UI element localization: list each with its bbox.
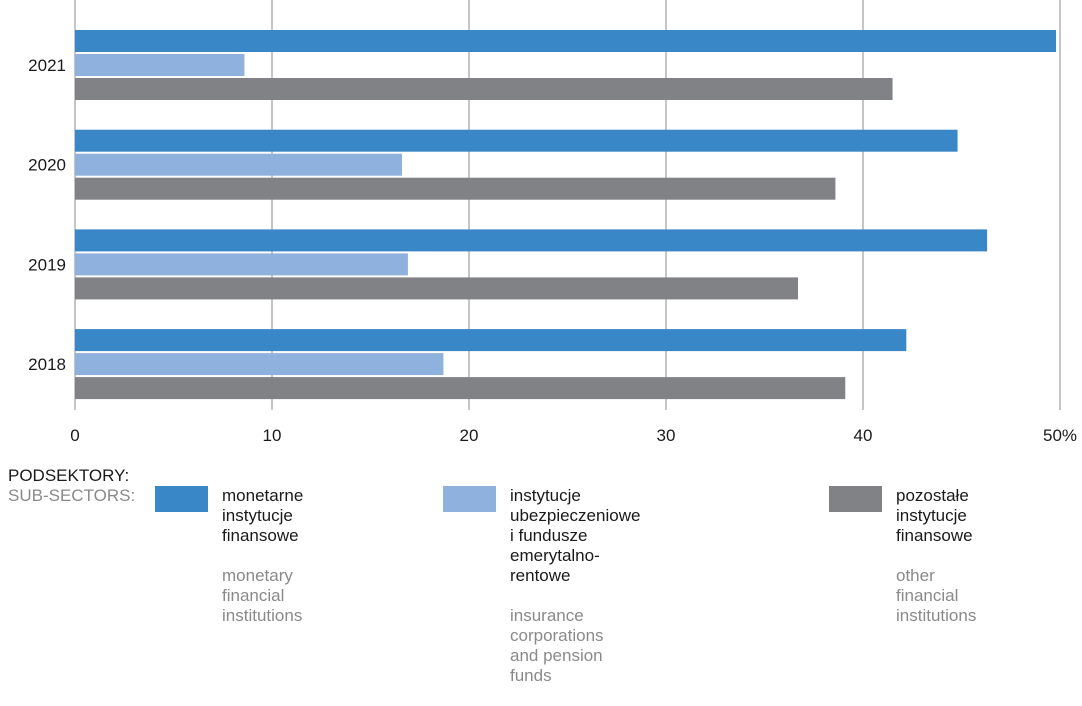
y-category-label: 2018 <box>28 355 66 374</box>
x-tick-label: 50% <box>1043 426 1077 445</box>
y-category-label: 2020 <box>28 156 66 175</box>
legend-label-other-pl: pozostałe instytucje finansowe <box>896 486 973 545</box>
legend-heading: PODSEKTORY: SUB-SECTORS: <box>8 466 135 506</box>
legend-label-mfi-en: monetary financial institutions <box>222 566 303 625</box>
bar <box>75 277 798 300</box>
legend-label-insurance-en: insurance corporations and pension funds <box>510 606 604 685</box>
legend-swatch-mfi <box>155 486 208 512</box>
bar <box>75 30 1057 52</box>
legend-swatch-other <box>829 486 882 512</box>
bar <box>75 353 444 376</box>
legend-label-mfi: monetarne instytucje finansowe monetary … <box>222 466 303 646</box>
legend-heading-pl: PODSEKTORY: <box>8 466 130 485</box>
legend-swatch-insurance <box>443 486 496 512</box>
legend-label-insurance-pl: instytucje ubezpieczeniowe i fundusze em… <box>510 486 641 585</box>
bar <box>75 153 403 176</box>
x-tick-label: 20 <box>460 426 479 445</box>
bar-chart: 0 10 20 30 40 50% 2021 2020 2019 2018 <box>28 0 1077 445</box>
legend: PODSEKTORY: SUB-SECTORS: monetarne insty… <box>0 463 1082 685</box>
legend-label-other-en: other financial institutions <box>896 566 977 625</box>
bar <box>75 78 893 100</box>
bar <box>75 377 846 400</box>
bar <box>75 129 958 152</box>
bar <box>75 54 245 76</box>
legend-label-insurance: instytucje ubezpieczeniowe i fundusze em… <box>510 466 640 706</box>
bar <box>75 177 836 200</box>
bar <box>75 229 988 252</box>
y-category-label: 2019 <box>28 255 66 274</box>
x-tick-label: 40 <box>854 426 873 445</box>
x-tick-label: 0 <box>70 426 79 445</box>
y-category-label: 2021 <box>28 56 66 75</box>
legend-heading-en: SUB-SECTORS: <box>8 486 136 505</box>
x-tick-label: 30 <box>657 426 676 445</box>
legend-label-other: pozostałe instytucje finansowe other fin… <box>896 466 976 646</box>
bar <box>75 329 907 352</box>
legend-label-mfi-pl: monetarne instytucje finansowe <box>222 486 304 545</box>
x-tick-label: 10 <box>263 426 282 445</box>
bar <box>75 253 408 276</box>
